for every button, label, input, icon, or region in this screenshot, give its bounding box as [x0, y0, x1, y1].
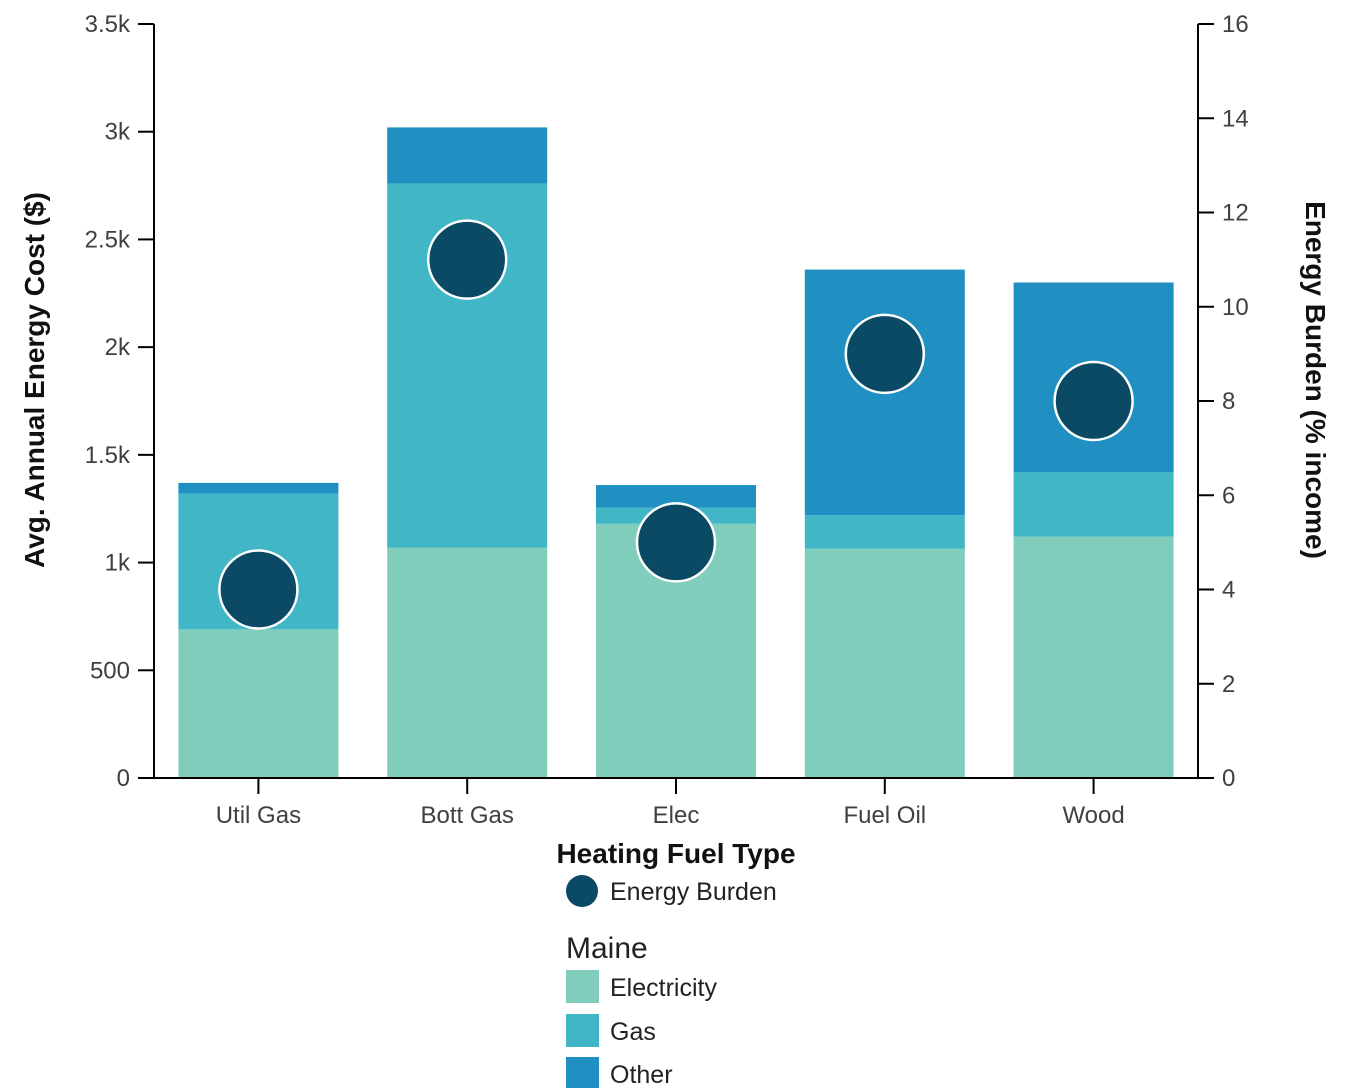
- y2-tick-label: 0: [1222, 765, 1235, 792]
- legend-gas-swatch: [566, 1014, 599, 1047]
- legend: Energy Burden Maine Electricity Gas Othe…: [566, 875, 777, 1088]
- x-tick-label-bott-gas: Bott Gas: [421, 802, 514, 829]
- burden-point-util-gas: [218, 549, 299, 630]
- y-tick-label: 3.5k: [85, 11, 131, 38]
- x-tick-label-fuel-oil: Fuel Oil: [843, 802, 926, 829]
- legend-gas-label: Gas: [610, 1018, 656, 1046]
- y-tick-label: 1k: [105, 550, 131, 577]
- burden-point-fuel-oil: [844, 313, 926, 395]
- y-axis-title: Avg. Annual Energy Cost ($): [19, 192, 50, 568]
- y2-axis-title: Energy Burden (% income): [1300, 201, 1331, 559]
- bar-wood-gas: [1013, 472, 1174, 537]
- x-tick-label-elec: Elec: [653, 802, 700, 829]
- y-tick-label: 2k: [105, 334, 131, 361]
- y-tick-label: 0: [117, 765, 130, 792]
- legend-other-swatch: [566, 1057, 599, 1088]
- legend-electricity-label: Electricity: [610, 974, 717, 1002]
- legend-other-label: Other: [610, 1061, 673, 1088]
- burden-point-layer: [218, 219, 1134, 630]
- y2-tick-label: 12: [1222, 200, 1249, 227]
- y-tick-label: 1.5k: [85, 442, 131, 469]
- bar-wood-electricity: [1013, 536, 1174, 778]
- bar-elec-other: [596, 485, 756, 508]
- legend-electricity-swatch: [566, 970, 599, 1003]
- y2-tick-label: 6: [1222, 482, 1235, 509]
- burden-point-bott-gas: [426, 219, 508, 300]
- axes-layer: 0 500 1k 1.5k 2k 2.5k 3k 3.5k 0 2 4 6 8 10 12 14 16 Util …: [85, 11, 1249, 829]
- y2-tick-label: 16: [1222, 11, 1249, 38]
- burden-point-wood: [1053, 360, 1134, 442]
- bar-util-gas-electricity: [178, 629, 339, 778]
- legend-burden-label: Energy Burden: [610, 878, 777, 906]
- bar-fuel-oil-gas: [804, 515, 965, 549]
- y-tick-label: 3k: [105, 119, 131, 146]
- bar-bott-gas-electricity: [387, 547, 548, 778]
- burden-point-elec: [635, 502, 717, 583]
- y2-tick-label: 4: [1222, 577, 1235, 604]
- y-tick-label: 2.5k: [85, 226, 131, 253]
- y-tick-label: 500: [90, 657, 130, 684]
- y2-tick-label: 10: [1222, 294, 1249, 321]
- bar-layer: [178, 127, 1174, 778]
- legend-group-title: Maine: [566, 932, 648, 965]
- bar-fuel-oil-electricity: [804, 548, 965, 778]
- y2-tick-label: 2: [1222, 671, 1235, 698]
- legend-burden-swatch: [566, 875, 598, 907]
- x-tick-label-util-gas: Util Gas: [216, 802, 301, 829]
- y2-tick-label: 8: [1222, 388, 1235, 415]
- x-axis-title: Heating Fuel Type: [556, 838, 795, 869]
- x-tick-label-wood: Wood: [1062, 802, 1124, 829]
- y2-tick-label: 14: [1222, 105, 1249, 132]
- bar-util-gas-other: [178, 482, 339, 494]
- bar-bott-gas-other: [387, 127, 548, 184]
